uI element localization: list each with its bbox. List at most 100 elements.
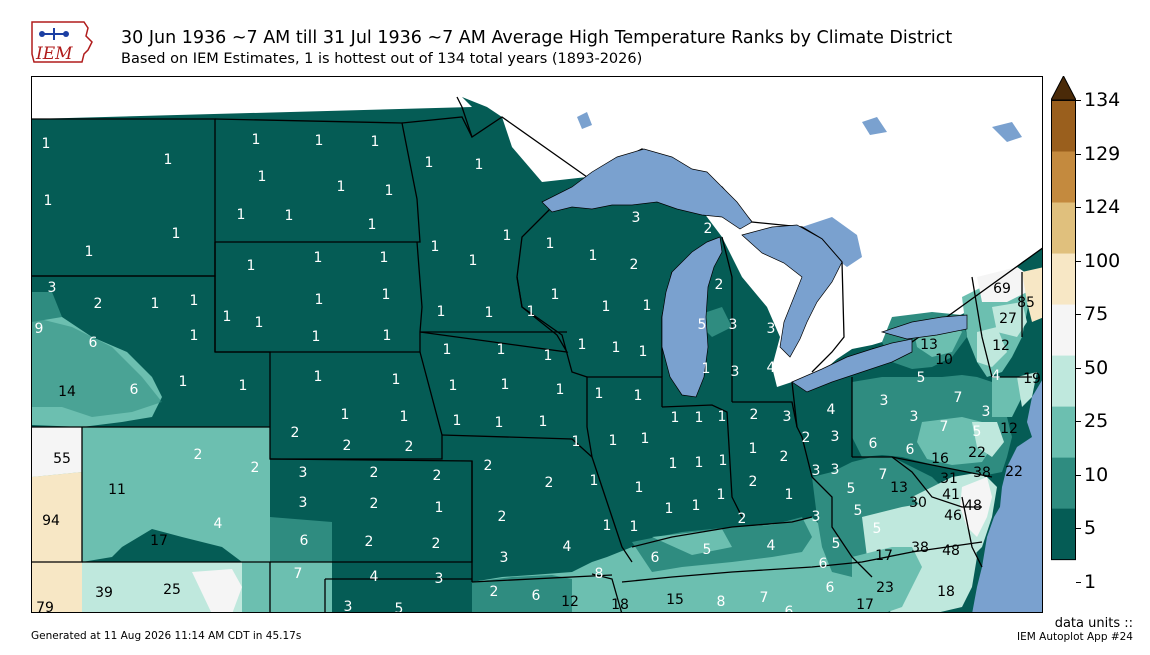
district-rank-label: 1 <box>694 410 704 426</box>
district-rank-label: 1 <box>254 315 264 331</box>
district-rank-label: 2 <box>714 277 724 293</box>
district-rank-label: 1 <box>633 388 643 404</box>
district-rank-label: 23 <box>876 580 894 596</box>
district-rank-label: 5 <box>853 503 863 519</box>
district-rank-label: 79 <box>36 600 54 613</box>
district-rank-label: 1 <box>311 329 321 345</box>
district-rank-label: 1 <box>555 382 565 398</box>
district-rank-label: 6 <box>784 604 794 613</box>
district-rank-label: 1 <box>84 244 94 260</box>
district-rank-label: 3 <box>879 393 889 409</box>
district-rank-label: 7 <box>953 390 963 406</box>
district-rank-label: 17 <box>875 548 893 564</box>
colorbar-tick-label: 75 <box>1084 303 1109 326</box>
iem-logo: IEM <box>31 21 93 64</box>
district-rank-label: 1 <box>784 487 794 503</box>
district-rank-label: 9 <box>34 321 44 337</box>
district-rank-label: 2 <box>629 257 639 273</box>
district-rank-label: 1 <box>430 239 440 255</box>
district-rank-label: 1 <box>434 500 444 516</box>
district-rank-label: 39 <box>95 585 113 601</box>
district-rank-label: 15 <box>666 592 684 608</box>
district-rank-label: 3 <box>730 364 740 380</box>
district-rank-label: 17 <box>150 533 168 549</box>
district-rank-label: 1 <box>474 157 484 173</box>
district-rank-label: 2 <box>431 536 441 552</box>
district-rank-label: 1 <box>668 456 678 472</box>
district-rank-label: 2 <box>290 425 300 441</box>
district-rank-label: 1 <box>588 248 598 264</box>
district-rank-label: 1 <box>384 183 394 199</box>
district-rank-label: 6 <box>531 588 541 604</box>
colorbar-tick-label: 50 <box>1084 356 1109 379</box>
district-rank-label: 1 <box>716 487 726 503</box>
district-rank-label: 2 <box>748 474 758 490</box>
district-rank-label: 4 <box>991 368 1001 384</box>
district-rank-label: 5 <box>394 601 404 613</box>
district-rank-label: 2 <box>801 430 811 446</box>
district-rank-label: 1 <box>701 361 711 377</box>
district-rank-label: 1 <box>502 228 512 244</box>
district-rank-label: 1 <box>379 250 389 266</box>
district-rank-label: 1 <box>43 193 53 209</box>
district-rank-label: 1 <box>150 296 160 312</box>
district-rank-label: 1 <box>236 207 246 223</box>
colorbar-bin <box>1051 457 1076 509</box>
district-rank-label: 1 <box>246 258 256 274</box>
district-rank-label: 5 <box>697 317 707 333</box>
district-rank-label: 17 <box>856 597 874 613</box>
district-rank-label: 1 <box>399 409 409 425</box>
district-rank-label: 4 <box>766 360 776 376</box>
district-rank-label: 6 <box>825 580 835 596</box>
app-credit: IEM Autoplot App #24 <box>1017 631 1133 643</box>
colorbar-tick-mark <box>1076 474 1081 476</box>
district-rank-label: 3 <box>298 465 308 481</box>
data-units-label: data units :: <box>1054 616 1133 631</box>
district-rank-label: 1 <box>448 378 458 394</box>
district-rank-label: 1 <box>163 152 173 168</box>
district-rank-label: 8 <box>594 566 604 582</box>
district-rank-label: 1 <box>526 304 536 320</box>
district-rank-label: 7 <box>939 419 949 435</box>
district-rank-label: 85 <box>1017 295 1035 311</box>
district-rank-label: 30 <box>909 495 927 511</box>
district-rank-label: 1 <box>381 287 391 303</box>
page-title: 30 Jun 1936 ~7 AM till 31 Jul 1936 ~7 AM… <box>121 28 953 48</box>
district-rank-label: 3 <box>830 462 840 478</box>
colorbar-tick-mark <box>1076 528 1081 530</box>
district-rank-label: 1 <box>442 342 452 358</box>
colorbar-tick-label: 1 <box>1084 571 1097 593</box>
district-rank-label: 14 <box>58 384 76 400</box>
district-rank-label: 4 <box>369 569 379 585</box>
district-rank-label: 1 <box>717 409 727 425</box>
district-rank-label: 1 <box>500 377 510 393</box>
district-rank-label: 1 <box>594 386 604 402</box>
district-rank-label: 1 <box>189 293 199 309</box>
district-rank-label: 31 <box>940 471 958 487</box>
colorbar-tick-label: 129 <box>1084 142 1121 165</box>
district-rank-label: 22 <box>968 445 986 461</box>
district-rank-label: 6 <box>299 533 309 549</box>
district-rank-label: 3 <box>537 163 547 179</box>
district-rank-label: 1 <box>257 169 267 185</box>
district-rank-label: 16 <box>931 451 949 467</box>
district-rank-label: 3 <box>766 321 776 337</box>
colorbar-tick-label: 10 <box>1084 463 1109 486</box>
colorbar-tick-mark <box>1076 100 1081 101</box>
district-rank-label: 6 <box>650 550 660 566</box>
district-rank-label: 1 <box>694 455 704 471</box>
district-rank-label: 1 <box>370 134 380 150</box>
district-rank-label: 2 <box>749 407 759 423</box>
district-rank-label: 1 <box>313 369 323 385</box>
district-rank-label: 4 <box>766 538 776 554</box>
district-rank-label: 22 <box>1005 464 1023 480</box>
district-rank-label: 8 <box>716 594 726 610</box>
district-rank-label: 11 <box>108 482 126 498</box>
district-rank-label: 7 <box>759 590 769 606</box>
district-rank-label: 2 <box>489 584 499 600</box>
district-rank-label: 5 <box>702 542 712 558</box>
district-rank-label: 25 <box>163 582 181 598</box>
district-rank-label: 1 <box>664 501 674 517</box>
district-rank-label: 1 <box>634 480 644 496</box>
